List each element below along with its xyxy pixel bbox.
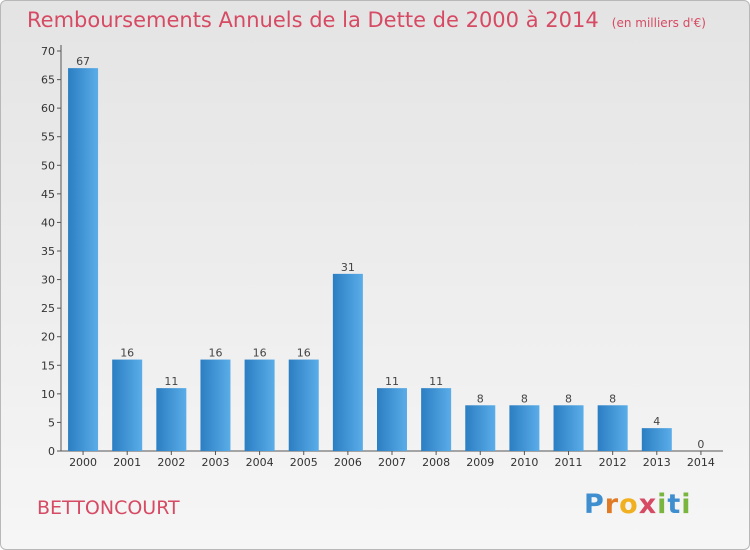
bar-value-label: 16 [253, 347, 267, 360]
bar [332, 273, 363, 451]
y-tick-label: 60 [41, 102, 55, 115]
bar [641, 428, 672, 451]
bar [377, 388, 407, 451]
x-tick-label: 2000 [69, 456, 97, 469]
bar [465, 405, 496, 451]
x-tick-label: 2007 [378, 456, 406, 469]
bar [509, 405, 540, 451]
x-tick-label: 2014 [687, 456, 715, 469]
x-tick-label: 2001 [113, 456, 141, 469]
y-tick-label: 50 [41, 159, 55, 172]
bar [244, 359, 275, 451]
x-tick-label: 2002 [157, 456, 185, 469]
bar-value-label: 11 [429, 375, 443, 388]
y-tick-label: 5 [48, 416, 55, 429]
bar-value-label: 16 [120, 347, 134, 360]
proxiti-logo[interactable]: Proxiti [584, 489, 692, 520]
y-tick-label: 30 [41, 274, 55, 287]
bar-value-label: 11 [164, 375, 178, 388]
x-tick-label: 2010 [510, 456, 538, 469]
logo-letter: t [667, 489, 682, 520]
bar [553, 405, 584, 451]
chart-title: Remboursements Annuels de la Dette de 20… [27, 8, 599, 32]
bar-value-label: 11 [385, 375, 399, 388]
y-tick-label: 15 [41, 359, 55, 372]
y-tick-label: 40 [41, 216, 55, 229]
bar [200, 359, 231, 451]
x-tick-label: 2004 [246, 456, 274, 469]
bar [597, 405, 628, 451]
x-tick-label: 2005 [290, 456, 318, 469]
bar-value-label: 8 [609, 392, 616, 405]
x-tick-label: 2008 [422, 456, 450, 469]
bar [288, 359, 319, 451]
bar [68, 68, 99, 452]
logo-letter: i [657, 489, 668, 520]
bar-value-label: 16 [208, 347, 222, 360]
logo-letter: i [681, 489, 692, 520]
y-tick-label: 25 [41, 302, 55, 315]
logo-letter: P [584, 489, 605, 520]
y-tick-label: 20 [41, 331, 55, 344]
bar-value-label: 67 [76, 55, 90, 68]
y-tick-label: 35 [41, 245, 55, 258]
bar [112, 359, 143, 451]
y-tick-label: 45 [41, 188, 55, 201]
x-tick-label: 2006 [334, 456, 362, 469]
chart-title-block: Remboursements Annuels de la Dette de 20… [27, 8, 706, 32]
x-tick-label: 2013 [643, 456, 671, 469]
bar-value-label: 8 [477, 392, 484, 405]
x-tick-label: 2011 [555, 456, 583, 469]
y-tick-label: 70 [41, 45, 55, 58]
y-tick-label: 0 [48, 445, 55, 458]
logo-letter: x [638, 489, 658, 520]
bar [421, 388, 452, 451]
y-tick-label: 55 [41, 131, 55, 144]
bar [156, 388, 187, 451]
bar-value-label: 16 [297, 347, 311, 360]
logo-letter: o [619, 489, 639, 520]
bar-value-label: 0 [697, 438, 704, 451]
bar-value-label: 8 [565, 392, 572, 405]
x-tick-label: 2012 [599, 456, 627, 469]
x-tick-label: 2009 [466, 456, 494, 469]
logo-letter: r [604, 489, 620, 520]
x-tick-label: 2003 [201, 456, 229, 469]
chart-unit-note: (en milliers d'€) [611, 16, 706, 30]
bar-value-label: 8 [521, 392, 528, 405]
y-tick-label: 10 [41, 388, 55, 401]
commune-name: BETTONCOURT [37, 497, 180, 519]
bar-value-label: 4 [653, 415, 660, 428]
bar-value-label: 31 [341, 261, 355, 274]
y-tick-label: 65 [41, 74, 55, 87]
